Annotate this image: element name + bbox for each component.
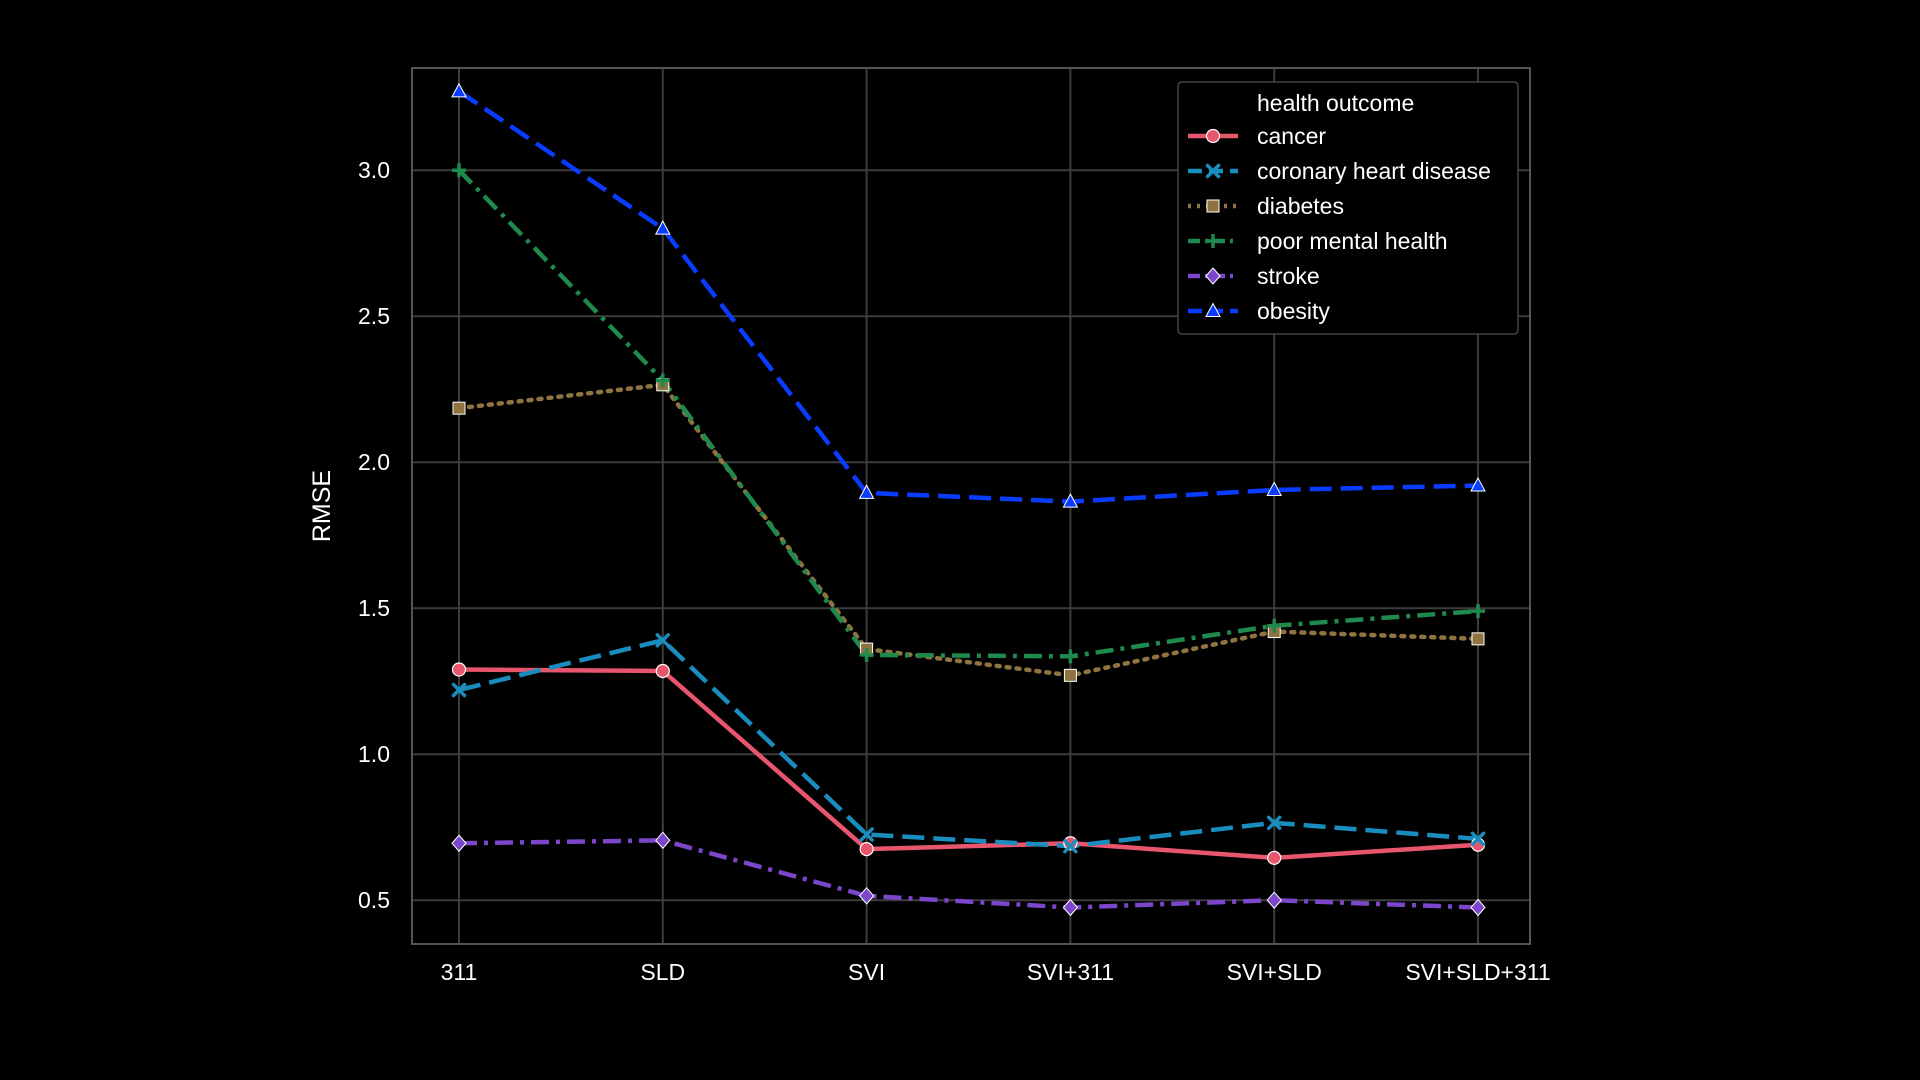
legend-marker-diabetes [1206, 199, 1220, 213]
y-tick-label-2-0: 2.0 [358, 449, 390, 475]
data-point-coronary-heart-disease-311 [451, 682, 467, 698]
legend-item-stroke: stroke [1188, 263, 1320, 289]
legend-title: health outcome [1257, 90, 1414, 116]
data-point-obesity-svi [858, 484, 875, 499]
y-tick-label-3-0: 3.0 [358, 157, 390, 183]
series-line-diabetes [456, 382, 1481, 678]
legend-label-coronary-heart-disease: coronary heart disease [1257, 158, 1491, 184]
data-point-poor-mental-health-svi-311 [1063, 649, 1078, 664]
data-point-diabetes-svi-311 [1063, 668, 1077, 682]
data-point-poor-mental-health-svi-sld-311 [1471, 604, 1485, 619]
legend-label-cancer: cancer [1257, 123, 1326, 149]
y-tick-label-1-0: 1.0 [358, 741, 390, 767]
data-point-coronary-heart-disease-svi [859, 827, 874, 842]
legend-label-diabetes: diabetes [1257, 193, 1344, 219]
data-point-coronary-heart-disease-sld [655, 633, 671, 648]
legend-marker-poor-mental-health [1206, 234, 1220, 248]
x-tick-label-sld: SLD [640, 959, 685, 985]
legend-marker-coronary-heart-disease [1205, 163, 1221, 179]
data-point-coronary-heart-disease-svi-sld [1266, 815, 1282, 831]
legend: health outcome cancer coronary heart dise… [1177, 81, 1519, 335]
data-point-cancer-sld [655, 663, 670, 679]
data-point-obesity-svi-311 [1062, 493, 1079, 508]
data-point-stroke-svi-sld [1266, 891, 1282, 909]
legend-item-cancer: cancer [1188, 123, 1326, 149]
series-line-stroke [458, 838, 1479, 910]
y-tick-label-2-5: 2.5 [358, 303, 390, 329]
data-point-diabetes-311 [452, 401, 466, 415]
data-point-obesity-svi-sld [1266, 481, 1283, 496]
legend-box [1177, 81, 1519, 335]
data-point-coronary-heart-disease-svi-311 [1063, 838, 1078, 854]
data-point-obesity-sld [654, 220, 671, 235]
data-point-stroke-311 [451, 834, 467, 853]
data-point-stroke-svi-sld-311 [1470, 898, 1486, 917]
x-tick-label-svi: SVI [848, 959, 885, 985]
data-point-poor-mental-health-svi [859, 647, 874, 662]
series-line-poor-mental-health [457, 168, 1479, 659]
series-markers [451, 82, 1486, 917]
data-point-diabetes-svi-sld-311 [1471, 632, 1485, 646]
legend-item-coronary-heart-disease: coronary heart disease [1188, 158, 1491, 184]
data-point-obesity-svi-sld-311 [1470, 477, 1486, 492]
data-point-stroke-svi [858, 887, 875, 905]
series-line-cancer [458, 667, 1479, 861]
data-point-cancer-svi-311 [1063, 836, 1078, 851]
data-point-cancer-svi-sld [1267, 850, 1282, 865]
data-point-coronary-heart-disease-svi-sld-311 [1470, 831, 1486, 847]
data-point-cancer-svi [859, 841, 874, 857]
legend-marker-obesity [1205, 302, 1221, 317]
data-point-poor-mental-health-311 [452, 163, 466, 178]
legend-item-poor-mental-health: poor mental health [1188, 228, 1448, 254]
legend-label-poor-mental-health: poor mental health [1257, 228, 1448, 254]
data-point-obesity-311 [451, 82, 467, 98]
legend-item-obesity: obesity [1188, 298, 1330, 324]
x-tick-label-311: 311 [441, 959, 478, 985]
series-lines [456, 89, 1481, 910]
data-point-cancer-311 [451, 662, 467, 677]
y-tick-label-0-5: 0.5 [358, 887, 390, 913]
y-axis-title: RMSE [308, 470, 336, 542]
plot-frame [411, 67, 1531, 945]
legend-marker-cancer [1205, 128, 1221, 144]
x-tick-label-svi-311: SVI+311 [1027, 959, 1114, 985]
x-tick-label-svi-sld: SVI+SLD [1227, 959, 1322, 985]
data-point-poor-mental-health-svi-sld [1267, 618, 1282, 633]
data-point-stroke-sld [655, 831, 671, 850]
series-line-coronary-heart-disease [458, 638, 1479, 849]
data-point-poor-mental-health-sld [655, 373, 670, 388]
data-point-stroke-svi-311 [1062, 898, 1079, 917]
y-tick-label-1-5: 1.5 [358, 595, 390, 621]
legend-label-stroke: stroke [1257, 263, 1320, 289]
legend-label-obesity: obesity [1257, 298, 1330, 324]
series-line-obesity [457, 89, 1479, 504]
legend-item-diabetes: diabetes [1188, 193, 1344, 219]
axes: 311 SLD SVI SVI+311 SVI+SLD SVI+SLD+311 0.5 1.0… [358, 157, 1551, 985]
x-tick-label-svi-sld-311: SVI+SLD+311 [1405, 959, 1550, 985]
legend-marker-stroke [1205, 267, 1221, 285]
legend-items: cancer coronary heart disease diabetes poor… [1188, 123, 1491, 324]
